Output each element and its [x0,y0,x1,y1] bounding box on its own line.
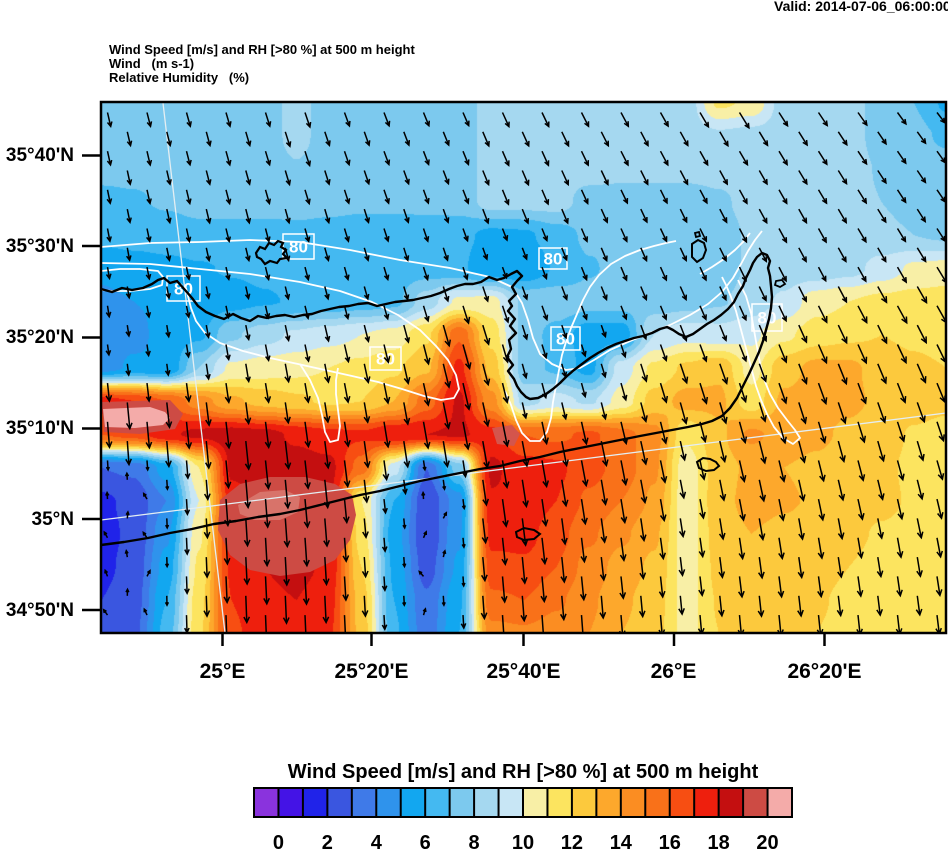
svg-text:8: 8 [469,832,480,854]
svg-text:80: 80 [556,330,575,349]
svg-text:18: 18 [708,832,730,854]
svg-text:80: 80 [758,309,777,328]
svg-text:80: 80 [544,250,563,269]
svg-text:12: 12 [561,832,583,854]
svg-text:10: 10 [512,832,534,854]
svg-text:20: 20 [756,832,778,854]
svg-text:80: 80 [289,238,308,257]
svg-text:6: 6 [420,832,431,854]
svg-text:16: 16 [659,832,681,854]
svg-text:0: 0 [273,832,284,854]
svg-text:14: 14 [610,832,633,854]
svg-text:2: 2 [322,832,333,854]
svg-text:4: 4 [371,832,383,854]
